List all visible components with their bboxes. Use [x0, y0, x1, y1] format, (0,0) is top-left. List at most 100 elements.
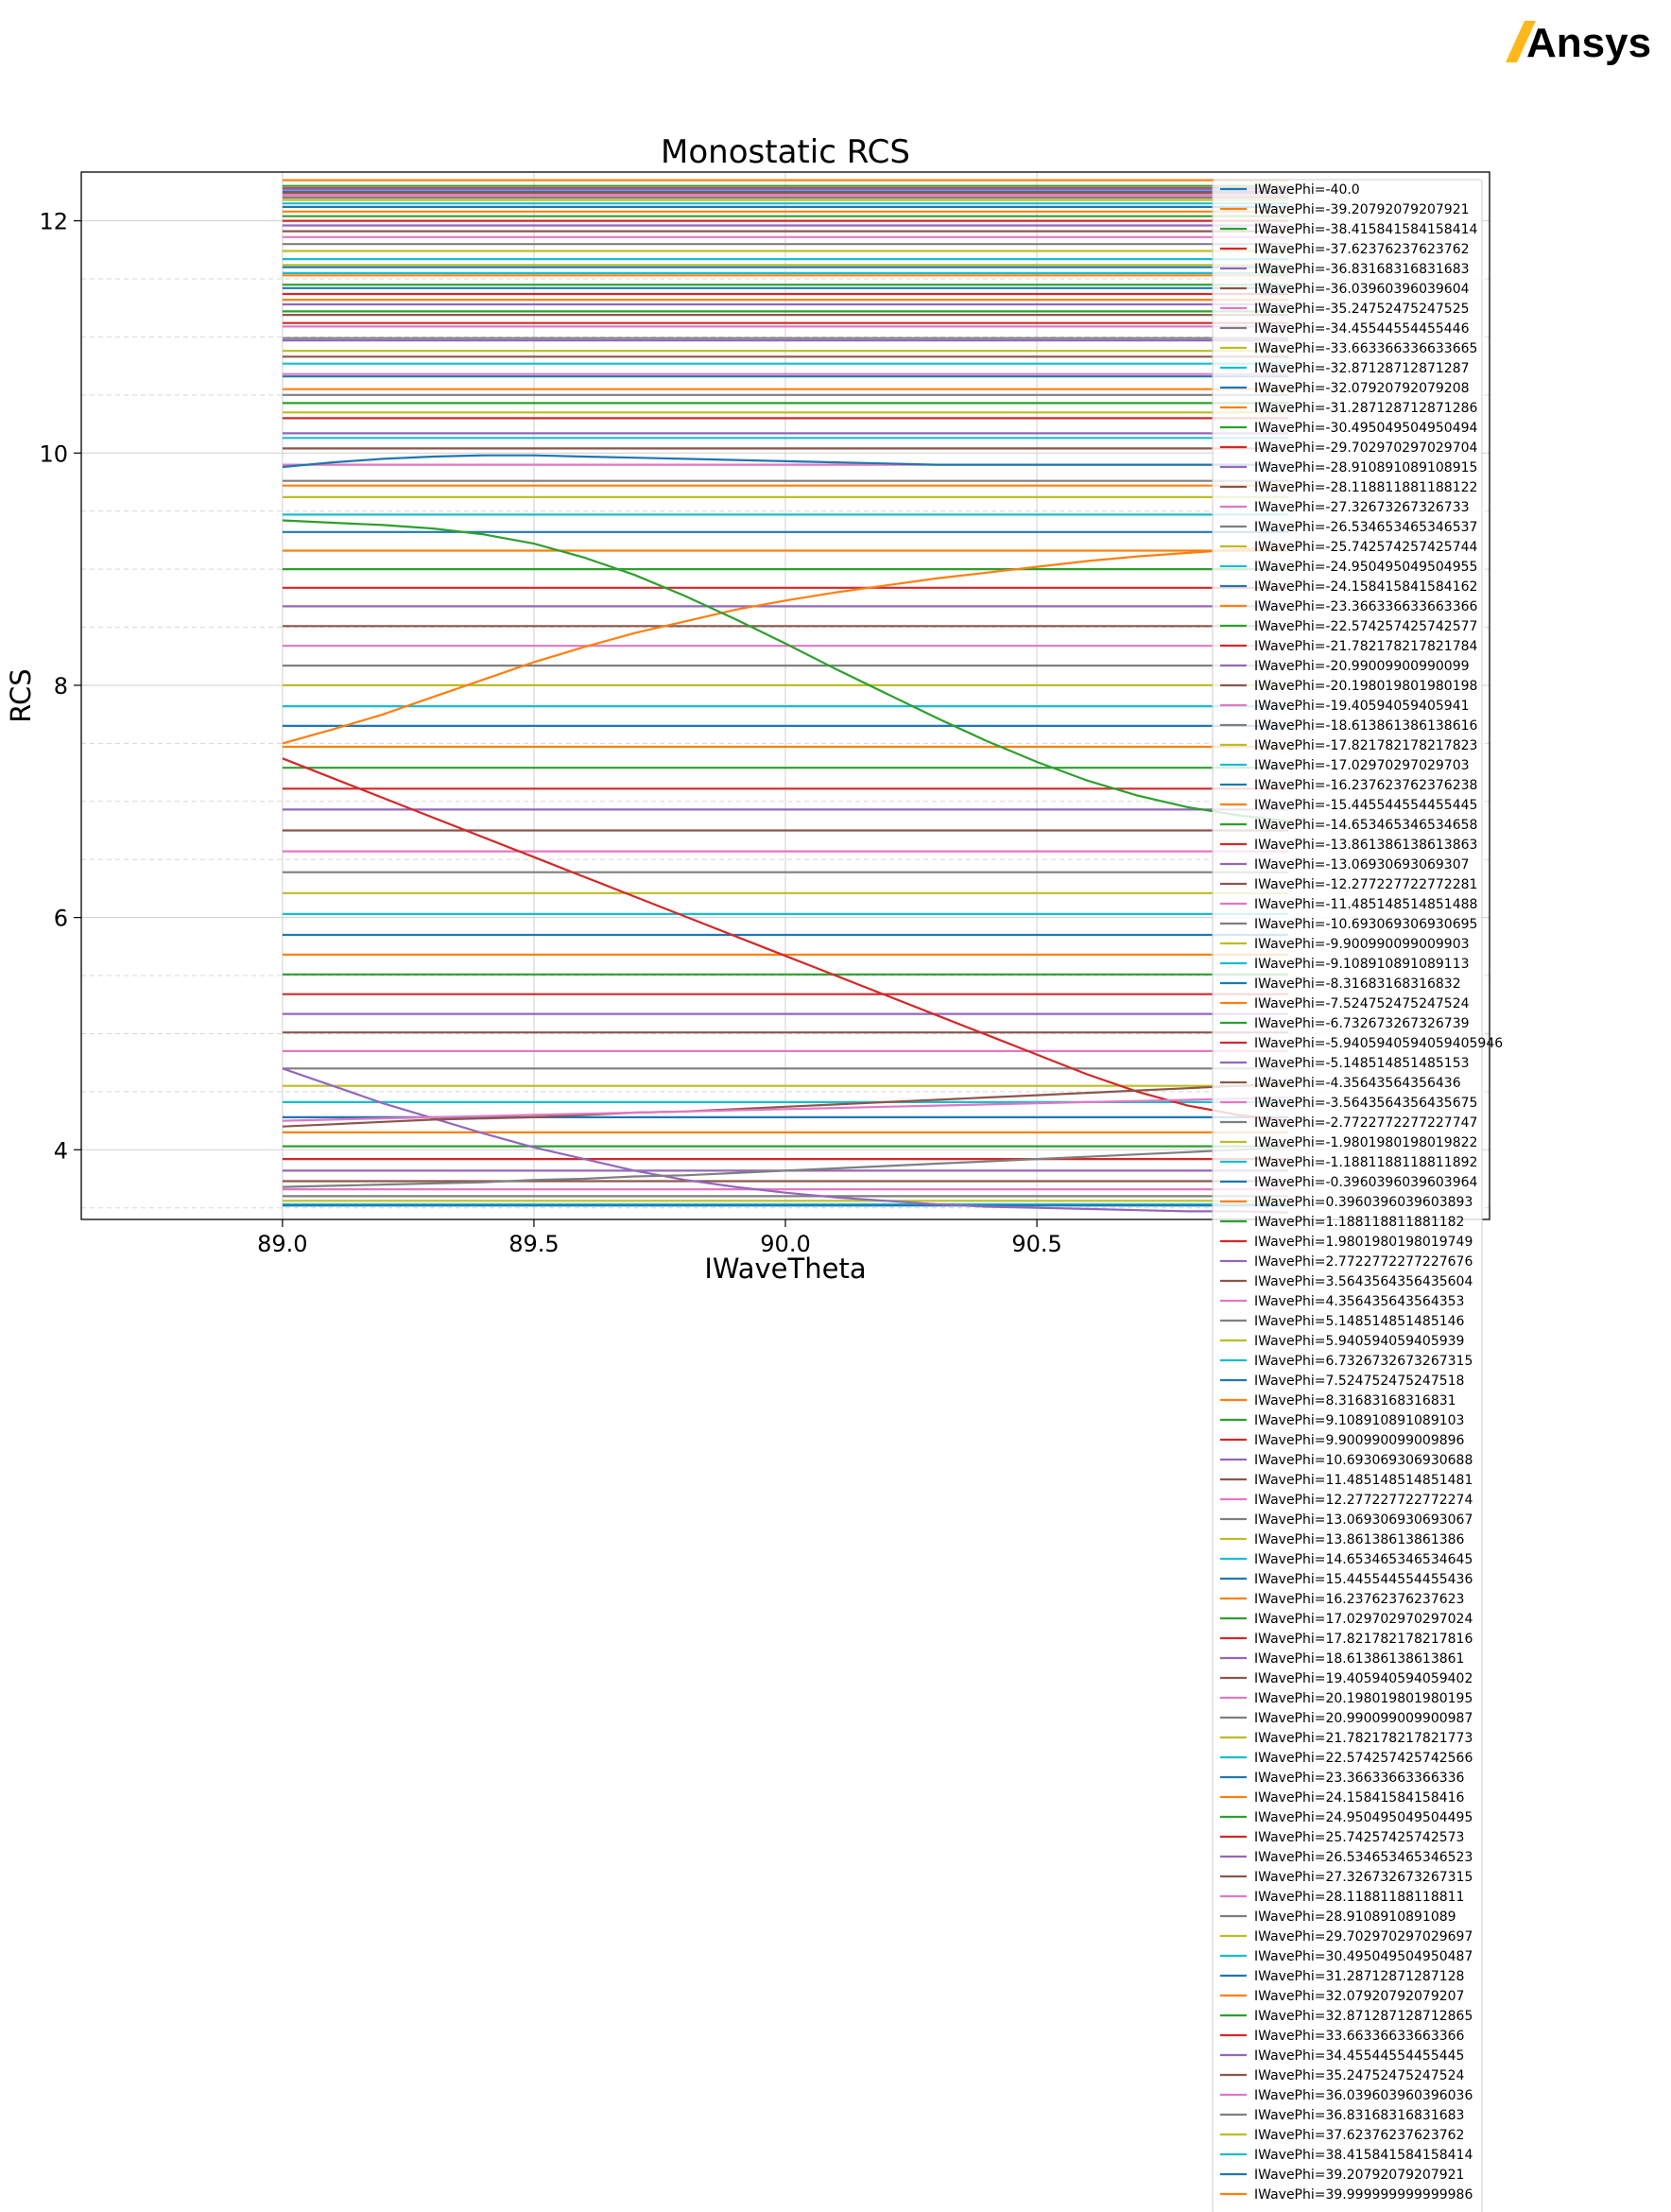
- legend-label: IWavePhi=21.782178217821773: [1254, 1731, 1473, 1746]
- legend-label: IWavePhi=-6.732673267326739: [1254, 1016, 1470, 1031]
- series-line: [282, 519, 1289, 822]
- legend-label: IWavePhi=1.9801980198019749: [1254, 1235, 1473, 1250]
- legend-label: IWavePhi=-13.06930693069307: [1254, 857, 1470, 873]
- legend-label: IWavePhi=12.277227722772274: [1254, 1493, 1473, 1508]
- legend-label: IWavePhi=-23.366336633663366: [1254, 599, 1478, 614]
- legend-label: IWavePhi=-28.910891089108915: [1254, 460, 1477, 475]
- legend-label: IWavePhi=-13.861386138613863: [1254, 838, 1477, 853]
- legend-label: IWavePhi=-36.83168316831683: [1254, 262, 1470, 277]
- legend-label: IWavePhi=-4.35643564356436: [1254, 1076, 1461, 1091]
- legend-label: IWavePhi=-7.524752475247524: [1254, 996, 1470, 1011]
- legend-label: IWavePhi=-3.5643564356435675: [1254, 1096, 1477, 1111]
- legend-label: IWavePhi=-20.198019801980198: [1254, 679, 1477, 694]
- legend-label: IWavePhi=-25.742574257425744: [1254, 540, 1478, 555]
- legend-label: IWavePhi=-34.45544554455446: [1254, 321, 1470, 337]
- legend-label: IWavePhi=-33.663366336633665: [1254, 341, 1477, 356]
- series-line: [282, 1096, 1289, 1122]
- x-tick-label: 89.5: [508, 1231, 559, 1257]
- legend-label: IWavePhi=-17.821782178217823: [1254, 738, 1477, 753]
- legend-label: IWavePhi=28.9108910891089: [1254, 1910, 1456, 1925]
- legend-label: IWavePhi=36.83168316831683: [1254, 2108, 1464, 2123]
- legend-label: IWavePhi=-9.900990099009903: [1254, 937, 1470, 952]
- legend-label: IWavePhi=2.7722772277227676: [1254, 1254, 1473, 1270]
- series-line: [282, 1067, 1289, 1214]
- legend-label: IWavePhi=30.495049504950487: [1254, 1949, 1473, 1964]
- legend-label: IWavePhi=8.31683168316831: [1254, 1393, 1456, 1408]
- chart-title: Monostatic RCS: [661, 133, 910, 171]
- legend-label: IWavePhi=35.24752475247524: [1254, 2068, 1465, 2083]
- ansys-logo: Ansys: [1498, 13, 1663, 70]
- legend-label: IWavePhi=23.36633663366336: [1254, 1771, 1465, 1786]
- legend-label: IWavePhi=37.62376237623762: [1254, 2128, 1464, 2143]
- series-line: [282, 757, 1289, 1122]
- legend-label: IWavePhi=-30.495049504950494: [1254, 421, 1478, 436]
- legend-label: IWavePhi=-35.24752475247525: [1254, 302, 1470, 317]
- legend-label: IWavePhi=36.039603960396036: [1254, 2088, 1473, 2103]
- legend-label: IWavePhi=29.702970297029697: [1254, 1929, 1473, 1944]
- legend-label: IWavePhi=7.524752475247518: [1254, 1374, 1464, 1389]
- x-axis-label: IWaveTheta: [704, 1253, 866, 1285]
- series-line: [282, 1082, 1289, 1128]
- legend-label: IWavePhi=-1.1881188118811892: [1254, 1155, 1477, 1170]
- series-line: [282, 454, 1289, 469]
- axis-ticks: 89.0 89.5 90.0 90.5 4 6 8 10 12: [39, 209, 1061, 1257]
- legend-label: IWavePhi=-28.118811881188122: [1254, 480, 1477, 495]
- legend: IWavePhi=-40.0 IWavePhi=-39.2079207920792…: [1212, 179, 1503, 2212]
- legend-label: IWavePhi=10.693069306930688: [1254, 1453, 1473, 1468]
- legend-label: IWavePhi=22.574257425742566: [1254, 1751, 1473, 1766]
- legend-label: IWavePhi=17.821782178217816: [1254, 1632, 1473, 1647]
- legend-label: IWavePhi=-40.0: [1254, 182, 1360, 198]
- legend-label: IWavePhi=13.86138613861386: [1254, 1532, 1465, 1547]
- y-tick-label: 12: [39, 209, 68, 235]
- legend-label: IWavePhi=-21.782178217821784: [1254, 639, 1478, 654]
- legend-label: IWavePhi=0.3960396039603893: [1254, 1195, 1473, 1210]
- y-tick-label: 8: [54, 673, 68, 700]
- x-tick-label: 90.5: [1011, 1231, 1061, 1257]
- legend-label: IWavePhi=-15.445544554455445: [1254, 798, 1477, 813]
- legend-label: IWavePhi=-36.03960396039604: [1254, 282, 1470, 297]
- legend-label: IWavePhi=38.415841584158414: [1254, 2148, 1473, 2163]
- legend-label: IWavePhi=-18.613861386138616: [1254, 718, 1478, 734]
- legend-label: IWavePhi=5.940594059405939: [1254, 1334, 1464, 1349]
- legend-label: IWavePhi=-32.87128712871287: [1254, 361, 1470, 376]
- series-line: [282, 1146, 1289, 1188]
- legend-label: IWavePhi=-31.287128712871286: [1254, 401, 1478, 416]
- legend-label: IWavePhi=-37.62376237623762: [1254, 242, 1470, 257]
- legend-label: IWavePhi=39.20792079207921: [1254, 2168, 1464, 2183]
- legend-label: IWavePhi=-10.693069306930695: [1254, 917, 1477, 932]
- legend-label: IWavePhi=19.405940594059402: [1254, 1671, 1473, 1686]
- legend-label: IWavePhi=-38.415841584158414: [1254, 222, 1478, 237]
- legend-label: IWavePhi=1.188118811881182: [1254, 1215, 1464, 1230]
- legend-label: IWavePhi=-12.277227722772281: [1254, 877, 1477, 892]
- legend-label: IWavePhi=-22.574257425742577: [1254, 619, 1477, 634]
- legend-label: IWavePhi=39.999999999999986: [1254, 2187, 1473, 2203]
- legend-label: IWavePhi=4.356435643564353: [1254, 1294, 1464, 1309]
- legend-label: IWavePhi=-27.32673267326733: [1254, 500, 1470, 515]
- legend-label: IWavePhi=-17.02970297029703: [1254, 758, 1470, 773]
- legend-label: IWavePhi=-24.158415841584162: [1254, 579, 1477, 595]
- legend-label: IWavePhi=14.653465346534645: [1254, 1552, 1473, 1567]
- legend-label: IWavePhi=25.74257425742573: [1254, 1830, 1464, 1845]
- legend-label: IWavePhi=24.950495049504495: [1254, 1810, 1473, 1825]
- y-tick-label: 10: [39, 441, 68, 467]
- x-tick-label: 89.0: [257, 1231, 307, 1257]
- legend-label: IWavePhi=-5.9405940594059405946: [1254, 1036, 1503, 1051]
- legend-label: IWavePhi=-24.950495049504955: [1254, 560, 1477, 575]
- legend-label: IWavePhi=-9.108910891089113: [1254, 957, 1470, 972]
- legend-label: IWavePhi=9.900990099009896: [1254, 1433, 1465, 1448]
- legend-label: IWavePhi=20.990099009900987: [1254, 1711, 1473, 1726]
- legend-label: IWavePhi=11.485148514851481: [1254, 1473, 1473, 1488]
- legend-label: IWavePhi=34.45544554455445: [1254, 2048, 1464, 2064]
- logo-mark: [1506, 21, 1536, 62]
- legend-label: IWavePhi=-16.237623762376238: [1254, 778, 1477, 793]
- legend-label: IWavePhi=-11.485148514851488: [1254, 897, 1477, 912]
- legend-label: IWavePhi=-39.20792079207921: [1254, 202, 1470, 217]
- legend-label: IWavePhi=18.61386138613861: [1254, 1651, 1464, 1667]
- legend-label: IWavePhi=-20.99009900990099: [1254, 659, 1470, 674]
- logo-text: Ansys: [1526, 20, 1651, 66]
- legend-label: IWavePhi=33.66336633663366: [1254, 2029, 1465, 2044]
- y-axis-label: RCS: [5, 668, 37, 722]
- legend-label: IWavePhi=-1.9801980198019822: [1254, 1135, 1477, 1150]
- legend-label: IWavePhi=-19.40594059405941: [1254, 699, 1470, 714]
- series-line: [282, 544, 1289, 745]
